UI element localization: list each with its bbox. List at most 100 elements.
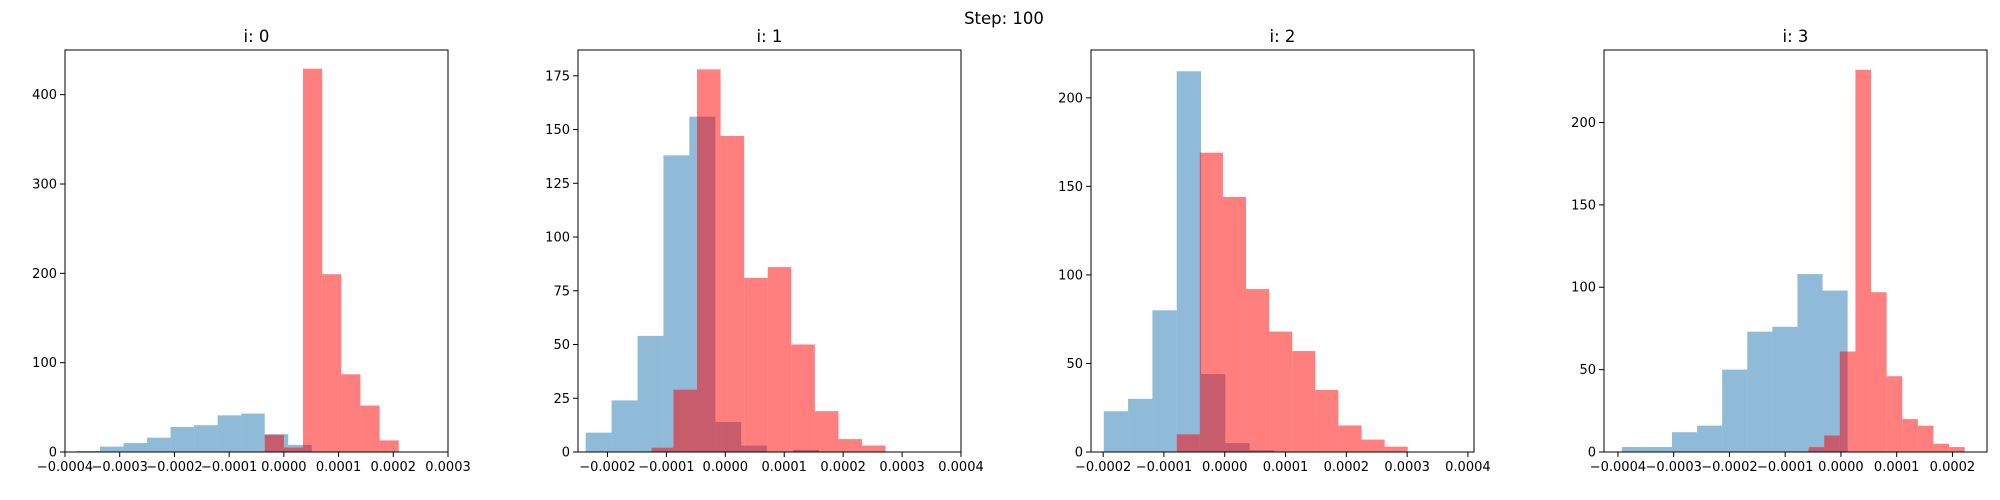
subplot-title: i: 0 <box>244 27 270 46</box>
histogram-bar-red <box>1839 351 1856 452</box>
histogram-bar-red <box>697 69 721 452</box>
x-tick-label: 0.0001 <box>1874 460 1920 475</box>
histogram-bar-red <box>1949 447 1965 452</box>
histogram-bar-red <box>1855 69 1872 453</box>
y-tick-label: 25 <box>553 392 570 407</box>
y-tick-label: 150 <box>1058 180 1083 195</box>
x-tick-label: −0.0002 <box>146 460 202 475</box>
histogram-bar-red <box>1917 425 1934 452</box>
y-tick-label: 50 <box>553 338 570 353</box>
y-tick-label: 150 <box>545 123 570 138</box>
axes-frame <box>1090 49 1475 453</box>
histogram-bar-blue <box>1747 331 1773 452</box>
axes-frame <box>577 49 962 453</box>
x-tick-label: −0.0004 <box>1590 460 1646 475</box>
histogram-bar-blue <box>1646 447 1673 452</box>
histogram-bar-red <box>379 440 399 452</box>
histogram-bar-red <box>1886 376 1903 452</box>
subplot-0: −0.0004−0.0003−0.0002−0.0001 0.0000 0.0001… <box>32 27 471 475</box>
histogram-bar-blue <box>217 415 242 452</box>
histogram-bar-red <box>1176 434 1200 452</box>
x-tick-label: 0.0003 <box>879 460 925 475</box>
subplot-1: −0.0002 −0.0001 0.0000 0.0001 0.0002 0.0003 0.… <box>545 27 984 475</box>
histogram-bar-blue <box>1722 369 1748 452</box>
x-tick-label: 0.0004 <box>938 460 984 475</box>
y-tick-label: 100 <box>32 356 57 371</box>
histogram-bar-red <box>303 68 323 452</box>
subplot-title: i: 2 <box>1270 27 1296 46</box>
histogram-bar-red <box>1384 446 1408 452</box>
histogram-bar-red <box>838 439 863 452</box>
histogram-bar-red <box>360 405 380 452</box>
x-tick-label: 0.0002 <box>820 460 866 475</box>
x-tick-label: 0.0003 <box>1384 460 1430 475</box>
subplot-title: i: 3 <box>1783 27 1809 46</box>
histogram-bar-red <box>1361 439 1385 452</box>
histogram-bar-blue <box>170 426 195 452</box>
histogram-bar-blue <box>1128 398 1153 452</box>
y-tick-label: 0 <box>562 446 570 461</box>
histogram-bar-red <box>1808 447 1825 452</box>
histogram-bar-red <box>720 135 745 453</box>
histogram-bar-red <box>1292 351 1316 452</box>
histogram-bar-blue <box>100 446 124 452</box>
histogram-bar-blue <box>1672 432 1698 452</box>
y-tick-label: 175 <box>545 69 570 84</box>
y-tick-label: 50 <box>1579 363 1596 378</box>
histogram-bar-blue <box>611 400 638 452</box>
x-tick-label: 0.0000 <box>261 460 307 475</box>
histogram-bar-red <box>1338 425 1362 452</box>
histogram-bar-blue <box>147 437 171 452</box>
histogram-bar-red <box>673 389 698 452</box>
histogram-bar-red <box>1199 152 1223 452</box>
x-tick-label: 0.0000 <box>703 460 749 475</box>
x-tick-label: 0.0002 <box>1930 460 1976 475</box>
x-tick-label: −0.0003 <box>1645 460 1701 475</box>
histogram-bar-blue <box>241 413 265 452</box>
x-tick-label: 0.0000 <box>1202 460 1248 475</box>
histogram-bar-red <box>1871 292 1887 452</box>
axes-frame <box>1603 49 1988 453</box>
histogram-bar-red <box>862 445 886 452</box>
subplot-2: −0.0002 −0.0001 0.0000 0.0001 0.0002 0.0003 0.… <box>1058 27 1490 475</box>
histogram-bar-red <box>322 274 342 452</box>
histogram-bar-red <box>814 411 839 452</box>
histogram-bar-blue <box>1621 447 1647 452</box>
histogram-bar-red <box>1824 435 1840 452</box>
y-tick-label: 200 <box>32 267 57 282</box>
x-tick-label: 0.0001 <box>316 460 362 475</box>
x-tick-label: −0.0001 <box>1136 460 1192 475</box>
x-tick-label: −0.0003 <box>92 460 148 475</box>
histogram-bar-blue <box>1797 274 1823 452</box>
histogram-bar-red <box>264 435 284 452</box>
y-tick-label: 200 <box>1571 116 1596 131</box>
x-tick-label: −0.0001 <box>1757 460 1813 475</box>
histogram-bar-blue <box>1103 411 1129 452</box>
histogram-bar-red <box>767 267 792 452</box>
x-tick-label: −0.0002 <box>579 460 635 475</box>
histogram-bar-red <box>791 344 815 452</box>
figure-suptitle: Step: 100 <box>964 9 1044 28</box>
x-tick-label: 0.0000 <box>1818 460 1864 475</box>
x-tick-label: 0.0001 <box>761 460 807 475</box>
histogram-bar-red <box>341 374 361 452</box>
x-tick-label: −0.0001 <box>638 460 694 475</box>
x-tick-label: −0.0004 <box>37 460 93 475</box>
y-tick-label: 0 <box>1075 446 1083 461</box>
x-tick-label: −0.0001 <box>201 460 257 475</box>
histogram-bar-blue <box>1176 71 1202 452</box>
y-tick-label: 400 <box>32 88 57 103</box>
histogram-bar-blue <box>1152 310 1177 452</box>
histogram-bar-blue <box>585 432 612 452</box>
histogram-bar-blue <box>637 335 664 452</box>
y-tick-label: 200 <box>1058 91 1083 106</box>
subplot-3: −0.0004 −0.0003 −0.0002 −0.0001 0.0000 0.0001… <box>1571 27 1988 475</box>
histogram-bar-red <box>1222 196 1247 452</box>
histogram-bar-blue <box>194 425 218 452</box>
y-tick-label: 100 <box>545 231 570 246</box>
x-tick-label: 0.0003 <box>425 460 471 475</box>
histogram-bar-red <box>1902 419 1918 452</box>
histogram-bar-red <box>1269 331 1293 452</box>
y-tick-label: 150 <box>1571 198 1596 213</box>
